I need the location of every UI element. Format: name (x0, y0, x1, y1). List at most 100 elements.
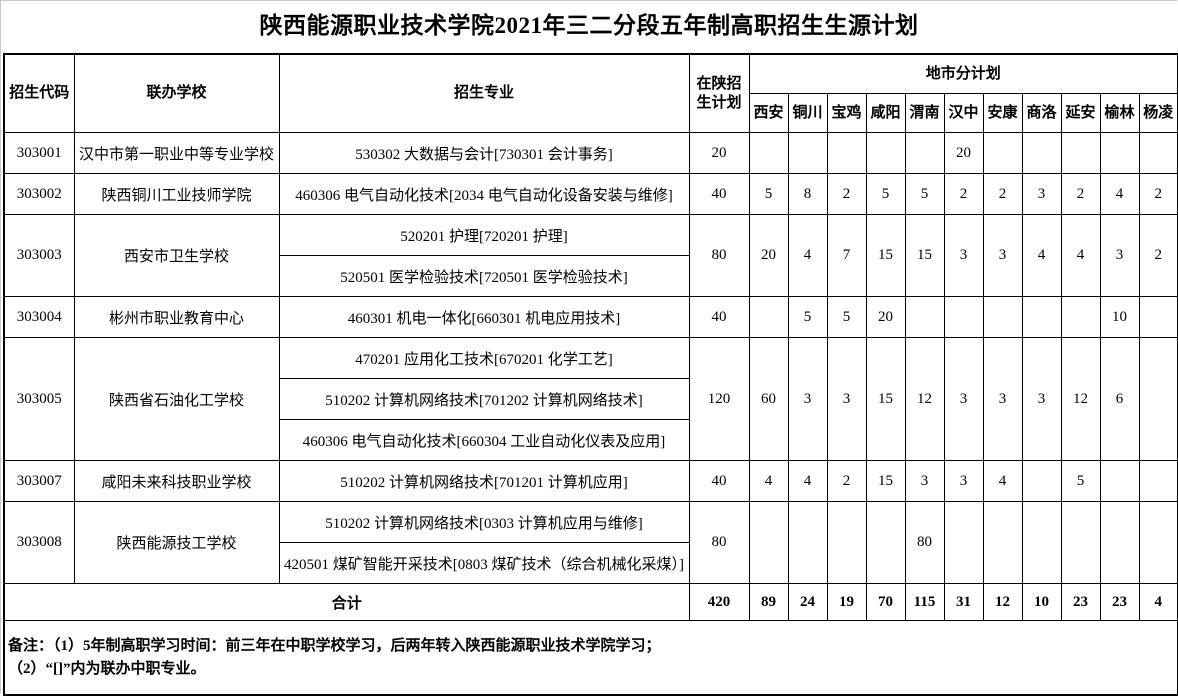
city-value-cell: 3 (1021, 337, 1062, 461)
city-value-cell (748, 132, 789, 174)
plan-cell: 40 (688, 296, 750, 338)
table-row: 303008 陕西能源技工学校 510202 计算机网络技术[0303 计算机应用与… (3, 501, 1178, 584)
table-row: 510202 计算机网络技术[701202 计算机网络技术] (4, 378, 1178, 420)
city-value-cell: 2 (943, 173, 984, 215)
header-row-top: 招生代码 联办学校 招生专业 在陕招生计划 地市分计划 (3, 53, 1178, 133)
school-cell: 陕西省石油化工学校 (73, 337, 280, 461)
city-value-cell (1021, 132, 1062, 174)
table-row: 460306 电气自动化技术[660304 工业自动化仪表及应用] (4, 419, 1178, 461)
city-value-cell (1021, 296, 1062, 338)
city-value-cell: 20 (943, 132, 984, 174)
city-value-cell: 20 (748, 214, 789, 297)
totals-city-value: 23 (1060, 583, 1101, 621)
totals-label: 合计 (3, 583, 690, 621)
school-cell: 西安市卫生学校 (73, 214, 280, 297)
city-value-cell (787, 132, 828, 174)
totals-city-value: 23 (1099, 583, 1140, 621)
enrollment-plan-table: 招生代码 联办学校 招生专业 在陕招生计划 地市分计划 西安 铜川 宝鸡 咸阳 渭南 汉中… (3, 53, 1178, 696)
header-city-5: 汉中 (943, 93, 984, 133)
city-value-cell (1021, 460, 1062, 502)
major-cell: 510202 计算机网络技术[0303 计算机应用与维修] (278, 501, 690, 543)
city-value-cell (1138, 501, 1178, 584)
header-city-8: 延安 (1060, 93, 1101, 133)
major-cell: 510202 计算机网络技术[701202 计算机网络技术] (278, 378, 690, 420)
header-city-1: 铜川 (787, 93, 828, 133)
city-value-cell: 3 (943, 460, 984, 502)
city-value-cell: 5 (787, 296, 828, 338)
code-cell: 303005 (3, 337, 75, 461)
city-value-cell (982, 501, 1023, 584)
city-value-cell: 3 (943, 337, 984, 461)
city-value-cell: 15 (865, 460, 906, 502)
city-value-cell: 12 (904, 337, 945, 461)
city-value-cell: 2 (1138, 214, 1178, 297)
major-cell: 460301 机电一体化[660301 机电应用技术] (278, 296, 690, 338)
city-value-cell: 3 (982, 214, 1023, 297)
city-value-cell: 2 (1138, 173, 1178, 215)
header-plan: 在陕招生计划 (688, 53, 750, 133)
city-value-cell: 7 (826, 214, 867, 297)
city-value-cell: 15 (865, 214, 906, 297)
city-value-cell: 5 (904, 173, 945, 215)
header-code: 招生代码 (3, 53, 75, 133)
header-row-cities: 西安 铜川 宝鸡 咸阳 渭南 汉中 安康 商洛 延安 榆林 杨凌 (4, 93, 1178, 133)
city-value-cell (826, 132, 867, 174)
header-major: 招生专业 (278, 53, 690, 133)
plan-cell: 80 (688, 214, 750, 297)
city-value-cell: 60 (748, 337, 789, 461)
school-cell: 陕西能源技工学校 (73, 501, 280, 584)
city-value-cell: 2 (1060, 173, 1101, 215)
totals-city-value: 24 (787, 583, 828, 621)
city-value-cell (1099, 501, 1140, 584)
city-value-cell: 4 (787, 460, 828, 502)
city-value-cell: 5 (748, 173, 789, 215)
city-value-cell: 3 (826, 337, 867, 461)
notes-cell: 备注：（1）5年制高职学习时间：前三年在中职学校学习，后两年转入陕西能源职业技术… (3, 620, 1178, 696)
school-cell: 咸阳未来科技职业学校 (73, 460, 280, 502)
notes-row: 备注：（1）5年制高职学习时间：前三年在中职学校学习，后两年转入陕西能源职业技术… (3, 620, 1178, 696)
code-cell: 303001 (3, 132, 75, 174)
header-city-6: 安康 (982, 93, 1023, 133)
header-school: 联办学校 (73, 53, 280, 133)
totals-city-value: 19 (826, 583, 867, 621)
city-value-cell (1138, 337, 1178, 461)
city-value-cell (1138, 296, 1178, 338)
major-cell: 530302 大数据与会计[730301 会计事务] (278, 132, 690, 174)
totals-city-value: 31 (943, 583, 984, 621)
city-value-cell (748, 296, 789, 338)
city-value-cell: 4 (1060, 214, 1101, 297)
city-value-cell (1060, 501, 1101, 584)
major-cell: 460306 电气自动化技术[2034 电气自动化设备安装与维修] (278, 173, 690, 215)
major-cell: 520501 医学检验技术[720501 医学检验技术] (278, 255, 690, 297)
header-city-3: 咸阳 (865, 93, 906, 133)
city-value-cell (826, 501, 867, 584)
code-cell: 303004 (3, 296, 75, 338)
table-row: 303005 陕西省石油化工学校 470201 应用化工技术[670201 化学工艺… (3, 337, 1178, 461)
plan-table-body: 303001 汉中市第一职业中等专业学校 530302 大数据与会计[730301 … (3, 132, 1178, 696)
header-city-0: 西安 (748, 93, 789, 133)
major-cell: 520201 护理[720201 护理] (278, 214, 690, 256)
city-value-cell: 5 (826, 296, 867, 338)
city-value-cell: 3 (1021, 173, 1062, 215)
code-cell: 303002 (3, 173, 75, 215)
plan-cell: 120 (688, 337, 750, 461)
school-cell: 彬州市职业教育中心 (73, 296, 280, 338)
header-city-group: 地市分计划 (748, 53, 1178, 94)
city-value-cell: 4 (748, 460, 789, 502)
city-value-cell: 12 (1060, 337, 1101, 461)
city-value-cell: 4 (1099, 173, 1140, 215)
city-value-cell (943, 296, 984, 338)
city-value-cell: 2 (982, 173, 1023, 215)
city-value-cell: 5 (1060, 460, 1101, 502)
table-header: 招生代码 联办学校 招生专业 在陕招生计划 地市分计划 西安 铜川 宝鸡 咸阳 渭南 汉中… (3, 53, 1178, 133)
city-value-cell: 4 (1021, 214, 1062, 297)
header-city-7: 商洛 (1021, 93, 1062, 133)
major-cell: 460306 电气自动化技术[660304 工业自动化仪表及应用] (278, 419, 690, 461)
table-row: 303004 彬州市职业教育中心 460301 机电一体化[660301 机电应用技… (3, 296, 1178, 338)
city-value-cell (904, 132, 945, 174)
city-value-cell (748, 501, 789, 584)
city-value-cell: 3 (787, 337, 828, 461)
city-value-cell: 8 (787, 173, 828, 215)
totals-city-value: 10 (1021, 583, 1062, 621)
city-value-cell: 2 (826, 460, 867, 502)
